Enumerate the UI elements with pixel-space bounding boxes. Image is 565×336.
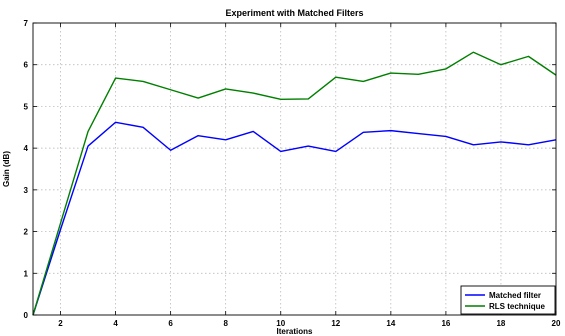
y-tick-label: 2 xyxy=(24,228,29,237)
x-tick-label: 4 xyxy=(113,319,118,328)
series-lines xyxy=(32,51,557,316)
legend-label-matched-filter: Matched filter xyxy=(489,291,541,300)
legend-items: Matched filter RLS technique xyxy=(465,291,546,311)
x-tick-label: 10 xyxy=(276,319,285,328)
x-tick-label: 6 xyxy=(168,319,173,328)
x-tick-label: 20 xyxy=(552,319,561,328)
legend: Matched filter RLS technique xyxy=(460,285,556,315)
series-line-rls-technique xyxy=(32,51,557,316)
grid xyxy=(33,23,556,315)
y-tick-label: 6 xyxy=(24,61,29,70)
x-tick-label: 8 xyxy=(223,319,228,328)
legend-box xyxy=(460,285,556,315)
y-tick-label: 4 xyxy=(24,144,29,153)
y-tick-label: 7 xyxy=(24,19,29,28)
x-tick-label: 2 xyxy=(58,319,63,328)
y-tick-label: 5 xyxy=(24,102,29,111)
x-axis-label: Iterations xyxy=(276,327,313,336)
y-tick-label: 0 xyxy=(24,311,29,320)
y-tick-label: 3 xyxy=(24,186,29,195)
legend-label-rls-technique: RLS technique xyxy=(489,302,546,311)
y-tick-label: 1 xyxy=(24,269,29,278)
x-tick-label: 14 xyxy=(386,319,395,328)
y-axis-label: Gain (dB) xyxy=(2,151,11,187)
plot-area-frame xyxy=(32,22,557,316)
x-tick-label: 18 xyxy=(496,319,505,328)
series-line-matched-filter xyxy=(32,121,557,316)
x-tick-label: 16 xyxy=(441,319,450,328)
x-tick-label: 12 xyxy=(331,319,340,328)
chart-title: Experiment with Matched Filters xyxy=(225,8,363,18)
